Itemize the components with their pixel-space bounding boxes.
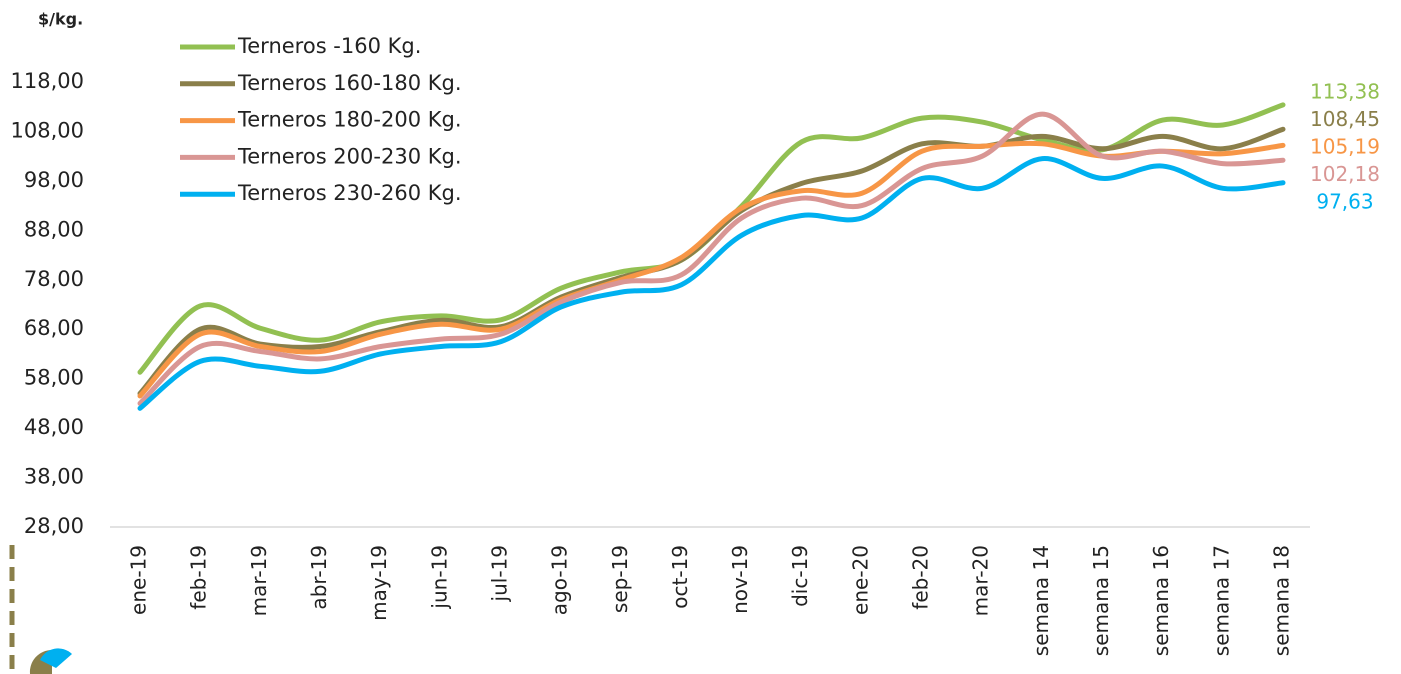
series-line <box>137 156 1286 411</box>
x-tick-label: semana 17 <box>1209 545 1233 656</box>
y-tick-label: 108,00 <box>11 118 84 142</box>
x-tick-label: feb-20 <box>909 545 933 610</box>
x-tick-label: mar-20 <box>969 545 993 616</box>
x-tick-label: dic-19 <box>788 545 812 607</box>
x-tick-label: semana 18 <box>1270 545 1294 656</box>
y-tick-label: 98,00 <box>24 168 84 192</box>
y-axis-label: $/kg. <box>38 10 83 29</box>
x-tick-label: jul-19 <box>487 545 511 602</box>
y-tick-label: 78,00 <box>24 267 84 291</box>
x-tick-label: semana 16 <box>1149 545 1173 656</box>
x-tick-label: oct-19 <box>668 545 692 609</box>
y-tick-label: 58,00 <box>24 366 84 390</box>
legend-label: Terneros 160-180 Kg. <box>237 71 462 95</box>
series-line <box>137 111 1286 406</box>
data-label: 97,63 <box>1316 190 1373 214</box>
x-tick-label: abr-19 <box>307 545 331 610</box>
y-tick-label: 88,00 <box>24 217 84 241</box>
x-tick-label: jun-19 <box>427 545 451 610</box>
data-label: 102,18 <box>1310 162 1380 186</box>
legend-label: Terneros 180-200 Kg. <box>237 108 462 132</box>
x-tick-label: mar-19 <box>247 545 271 616</box>
series-line <box>137 140 1286 399</box>
x-tick-label: ene-20 <box>848 545 872 615</box>
y-tick-label: 48,00 <box>24 415 84 439</box>
y-tick-label: 118,00 <box>11 69 84 93</box>
legend-label: Terneros 230-260 Kg. <box>237 181 462 205</box>
x-tick-label: feb-19 <box>187 545 211 610</box>
x-tick-label: may-19 <box>367 545 391 621</box>
y-tick-label: 68,00 <box>24 316 84 340</box>
x-tick-label: sep-19 <box>608 545 632 613</box>
y-tick-label: 28,00 <box>24 514 84 538</box>
legend-label: Terneros -160 Kg. <box>237 34 421 58</box>
y-tick-label: 38,00 <box>24 465 84 489</box>
data-label: 105,19 <box>1310 135 1380 159</box>
x-tick-label: semana 15 <box>1089 545 1113 656</box>
logo <box>29 648 72 674</box>
legend-label: Terneros 200-230 Kg. <box>237 144 462 168</box>
x-tick-label: ene-19 <box>127 545 151 615</box>
x-tick-label: semana 14 <box>1029 545 1053 656</box>
data-label: 113,38 <box>1310 80 1380 104</box>
x-tick-label: ago-19 <box>548 545 572 615</box>
x-tick-label: nov-19 <box>728 545 752 614</box>
data-label: 108,45 <box>1310 107 1380 131</box>
